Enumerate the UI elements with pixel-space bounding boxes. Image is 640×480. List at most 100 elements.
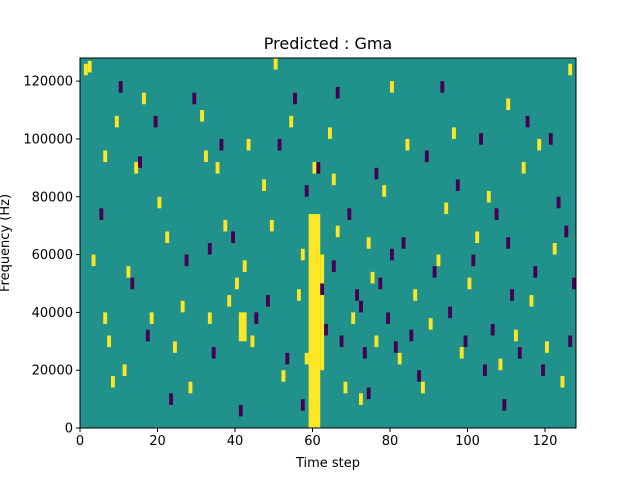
- y-axis: 0 20000 40000 60000 80000 100000 120000: [23, 75, 80, 437]
- heatmap-cell: [293, 92, 297, 105]
- heatmap-cell: [529, 295, 534, 307]
- heatmap-cell: [359, 300, 363, 313]
- x-tick-label: 40: [227, 434, 244, 449]
- heatmap-cell: [347, 208, 352, 220]
- heatmap-cell: [417, 370, 421, 382]
- heatmap-cell: [142, 92, 146, 105]
- heatmap-cell: [455, 179, 460, 191]
- heatmap-cell: [424, 150, 429, 163]
- heatmap-cell: [374, 335, 379, 348]
- heatmap-cell: [215, 162, 220, 174]
- heatmap-cell: [165, 231, 170, 243]
- y-tick-label: 120000: [23, 75, 73, 90]
- heatmap-cell: [533, 266, 538, 278]
- heatmap-cell: [219, 138, 224, 151]
- heatmap-cell: [448, 306, 452, 319]
- heatmap-cell: [246, 138, 251, 151]
- heatmap-cell: [428, 318, 433, 330]
- heatmap-cell: [335, 86, 340, 99]
- y-tick-label: 60000: [32, 248, 73, 263]
- heatmap-cell: [331, 260, 336, 272]
- heatmap-cell: [200, 110, 204, 122]
- heatmap-cell: [452, 127, 456, 139]
- heatmap-cell: [238, 404, 243, 417]
- y-tick-label: 20000: [32, 364, 73, 379]
- heatmap-cell: [366, 237, 371, 249]
- heatmap-cell: [231, 231, 235, 243]
- heatmap-cell: [467, 277, 472, 290]
- heatmap-cell: [300, 248, 305, 261]
- heatmap-cell: [184, 254, 189, 267]
- heatmap-cell: [118, 81, 123, 93]
- heatmap-cell: [378, 277, 383, 290]
- heatmap-band: [238, 312, 247, 342]
- heatmap-cell: [331, 173, 336, 186]
- heatmap-cell: [192, 92, 197, 105]
- heatmap-cell: [254, 312, 259, 324]
- x-tick-label: 100: [455, 434, 480, 449]
- heatmap-cell: [223, 219, 228, 232]
- heatmap-cell: [273, 58, 278, 70]
- heatmap-band: [308, 214, 321, 428]
- heatmap-cell: [390, 81, 394, 93]
- heatmap-cell: [269, 219, 274, 232]
- heatmap-cell: [320, 283, 325, 296]
- heatmap-cell: [386, 312, 390, 324]
- heatmap-cell: [145, 329, 150, 342]
- heatmap-cell: [111, 375, 115, 388]
- heatmap-cell: [560, 375, 565, 388]
- y-tick-label: 100000: [23, 132, 73, 147]
- heatmap-cell: [211, 347, 216, 359]
- heatmap-cell: [266, 295, 270, 307]
- heatmap-cell: [541, 364, 545, 376]
- heatmap-cell: [126, 266, 131, 278]
- heatmap-cell: [304, 352, 309, 365]
- heatmap-band: [320, 254, 325, 371]
- heatmap-cell: [91, 254, 96, 267]
- heatmap-cell: [343, 381, 348, 394]
- heatmap-cell: [502, 399, 507, 411]
- heatmap-cell: [510, 289, 514, 301]
- heatmap-cell: [359, 393, 363, 405]
- heatmap-cell: [483, 364, 487, 376]
- heatmap-background: [80, 58, 576, 428]
- heatmap-cell: [471, 254, 476, 267]
- x-tick-label: 60: [304, 434, 321, 449]
- x-tick-label: 80: [382, 434, 399, 449]
- heatmap-cell: [514, 329, 518, 342]
- heatmap-cell: [479, 133, 483, 145]
- heatmap-cell: [556, 196, 561, 209]
- heatmap-cell: [351, 312, 356, 324]
- x-axis: 0 20 40 60 80 100 120: [76, 428, 557, 449]
- heatmap-cell: [490, 323, 495, 336]
- heatmap-cell: [312, 162, 317, 174]
- heatmap-cell: [463, 335, 468, 348]
- heatmap-cell: [281, 370, 286, 382]
- heatmap-cell: [475, 231, 480, 243]
- heatmap-cell: [130, 277, 135, 290]
- heatmap-cell: [316, 162, 321, 174]
- heatmap-cell: [242, 260, 247, 272]
- heatmap-cell: [374, 167, 379, 180]
- heatmap-cell: [262, 179, 266, 191]
- heatmap-cell: [153, 115, 158, 128]
- heatmap-cell: [564, 225, 569, 238]
- heatmap-cell: [401, 237, 406, 249]
- heatmap-cell: [173, 341, 177, 353]
- heatmap-cell: [235, 277, 239, 290]
- heatmap-cell: [277, 138, 282, 151]
- heatmap-cells: [80, 58, 576, 428]
- heatmap-cell: [506, 98, 511, 111]
- x-tick-label: 0: [76, 434, 84, 449]
- heatmap-cell: [390, 248, 394, 261]
- y-tick-label: 0: [65, 422, 73, 437]
- heatmap-cell: [103, 312, 108, 324]
- heatmap-cell: [339, 335, 344, 348]
- heatmap-cell: [521, 162, 526, 174]
- heatmap-cell: [122, 364, 127, 376]
- heatmap-cell: [548, 133, 553, 145]
- heatmap-cell: [498, 358, 503, 371]
- heatmap-cell: [355, 289, 359, 301]
- heatmap-cell: [393, 341, 398, 353]
